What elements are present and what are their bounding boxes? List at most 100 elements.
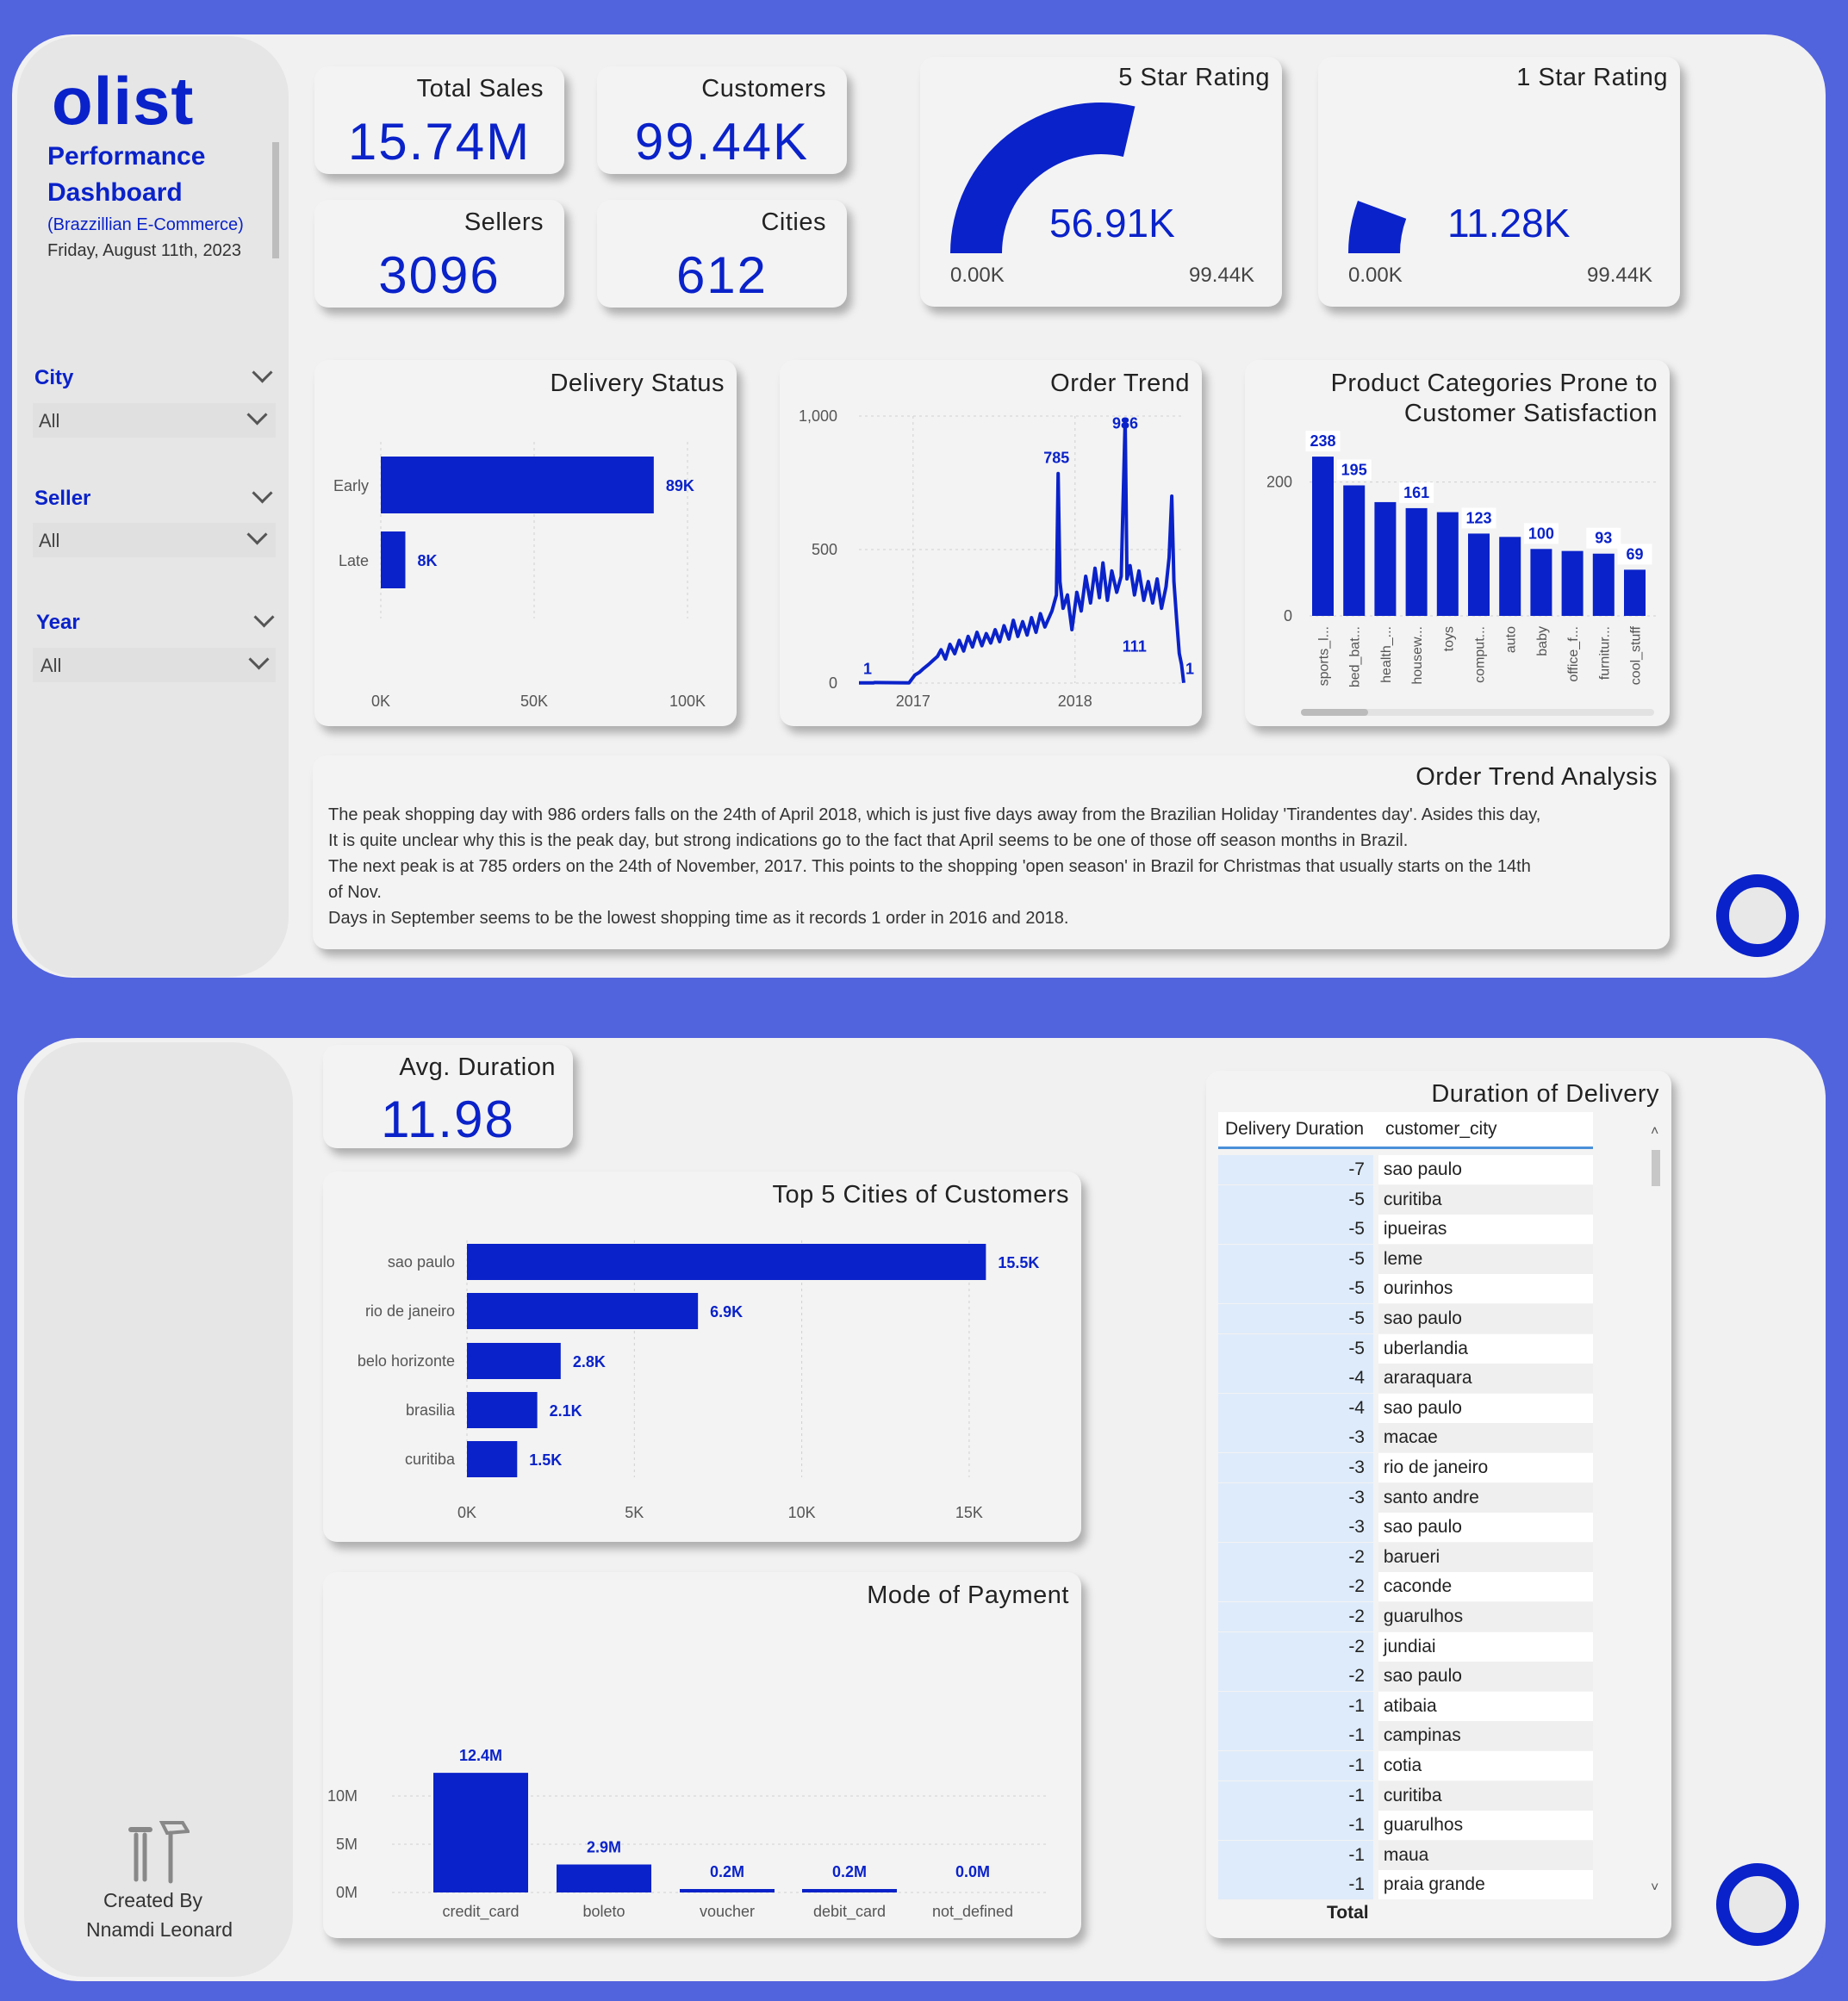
- table-row[interactable]: -1 campinas: [1218, 1721, 1593, 1751]
- filter-seller-dropdown[interactable]: [33, 523, 276, 557]
- filter-city-dropdown[interactable]: [33, 403, 276, 438]
- x-tick-label: 50K: [520, 693, 548, 710]
- data-label: 1: [863, 661, 872, 678]
- cell-customer-city: araraquara: [1378, 1364, 1593, 1394]
- kpi-total-sales-label: Total Sales: [416, 75, 544, 103]
- cell-text: praia grande: [1378, 1874, 1485, 1895]
- y-tick-label: 500: [812, 541, 837, 558]
- category-label: housew...: [1410, 626, 1425, 685]
- table-row[interactable]: -1 maua: [1218, 1840, 1593, 1870]
- bar: [467, 1343, 561, 1379]
- table-row[interactable]: -2 caconde: [1218, 1572, 1593, 1602]
- cell-text: curitiba: [1378, 1189, 1442, 1209]
- table-row[interactable]: -1 atibaia: [1218, 1691, 1593, 1721]
- table-row[interactable]: -3 santo andre: [1218, 1482, 1593, 1513]
- gauge-five-star-min: 0.00K: [950, 264, 1005, 287]
- table-row[interactable]: -3 rio de janeiro: [1218, 1453, 1593, 1482]
- table-title: Duration of Delivery: [1431, 1080, 1659, 1108]
- dashboard-title-line1: Performance: [47, 142, 206, 171]
- gauge-one-star-title: 1 Star Rating: [1516, 64, 1668, 91]
- table-header-duration[interactable]: Delivery Duration: [1225, 1119, 1365, 1139]
- data-label: 2.1K: [550, 1402, 582, 1420]
- filter-year-dropdown[interactable]: [33, 648, 276, 682]
- table-row[interactable]: -7 sao paulo: [1218, 1155, 1593, 1184]
- table-row[interactable]: -2 sao paulo: [1218, 1662, 1593, 1692]
- chart-card-delivery-status: Delivery Status 0K 50K 100K Early 89K Late 8K: [314, 360, 737, 726]
- table-row[interactable]: -1 curitiba: [1218, 1780, 1593, 1811]
- cell-delivery-duration: -7: [1218, 1155, 1373, 1184]
- table-row[interactable]: -3 macae: [1218, 1423, 1593, 1453]
- data-label: 0.0M: [955, 1863, 990, 1880]
- horizontal-scrollbar[interactable]: [1301, 709, 1654, 716]
- table-row[interactable]: -5 sao paulo: [1218, 1304, 1593, 1333]
- cell-text: -1: [1348, 1844, 1365, 1865]
- table-row[interactable]: -3 sao paulo: [1218, 1513, 1593, 1543]
- category-label: debit_card: [813, 1903, 886, 1921]
- y-tick-label: 0M: [336, 1884, 358, 1901]
- x-tick-label: 100K: [669, 693, 706, 710]
- table-header-city[interactable]: customer_city: [1385, 1119, 1497, 1139]
- category-label: sao paulo: [388, 1253, 455, 1271]
- table-row[interactable]: -5 ipueiras: [1218, 1215, 1593, 1245]
- x-tick-label: 0K: [457, 1504, 476, 1521]
- cell-text: -1: [1348, 1785, 1365, 1805]
- kpi-customers: Customers 99.44K: [597, 66, 847, 174]
- table-scroll-up-icon[interactable]: ˄: [1651, 1124, 1659, 1139]
- cell-text: campinas: [1378, 1725, 1461, 1746]
- cell-text: sao paulo: [1378, 1159, 1462, 1179]
- cell-delivery-duration: -4: [1218, 1364, 1373, 1394]
- table-row[interactable]: -1 praia grande: [1218, 1870, 1593, 1900]
- bar: [802, 1889, 897, 1892]
- gauge-one-star-max: 99.44K: [1587, 264, 1653, 287]
- cell-text: -5: [1348, 1278, 1365, 1299]
- category-label: belo horizonte: [358, 1352, 455, 1370]
- filter-year-value[interactable]: All: [40, 655, 62, 676]
- cell-text: rio de janeiro: [1378, 1457, 1489, 1477]
- data-label-bg: [1461, 507, 1496, 529]
- cell-text: -4: [1348, 1397, 1365, 1418]
- table-row[interactable]: -5 leme: [1218, 1244, 1593, 1274]
- category-label: curitiba: [405, 1451, 456, 1468]
- cell-text: ourinhos: [1378, 1278, 1453, 1299]
- table-row[interactable]: -1 cotia: [1218, 1751, 1593, 1780]
- cell-delivery-duration: -5: [1218, 1333, 1373, 1364]
- table-row[interactable]: -1 guarulhos: [1218, 1811, 1593, 1841]
- bar: [467, 1293, 699, 1329]
- cell-customer-city: sao paulo: [1378, 1513, 1593, 1543]
- table-row[interactable]: -4 araraquara: [1218, 1364, 1593, 1394]
- page-nav-button[interactable]: [1716, 1863, 1799, 1946]
- table-row[interactable]: -4 sao paulo: [1218, 1393, 1593, 1423]
- filter-seller-value[interactable]: All: [39, 530, 60, 551]
- data-label: 123: [1465, 509, 1491, 526]
- gauge-five-star-value: 56.91K: [1049, 201, 1175, 245]
- filter-city-label: City: [34, 366, 74, 389]
- cell-text: sao paulo: [1378, 1517, 1462, 1538]
- scrollbar-thumb[interactable]: [1301, 709, 1368, 716]
- table-row[interactable]: -2 jundiai: [1218, 1631, 1593, 1662]
- table-row[interactable]: -2 barueri: [1218, 1542, 1593, 1572]
- table-row[interactable]: -5 curitiba: [1218, 1184, 1593, 1215]
- table-row[interactable]: -2 guarulhos: [1218, 1602, 1593, 1631]
- cell-delivery-duration: -5: [1218, 1274, 1373, 1304]
- cell-customer-city: sao paulo: [1378, 1662, 1593, 1692]
- table-row[interactable]: -5 uberlandia: [1218, 1333, 1593, 1364]
- gauge-five-star-max: 99.44K: [1189, 264, 1255, 287]
- cell-text: uberlandia: [1378, 1338, 1468, 1358]
- data-label: 0.2M: [710, 1863, 744, 1880]
- bar: [467, 1244, 986, 1280]
- chart-card-top-cities: Top 5 Cities of Customers 0K 5K 10K 15K sao …: [323, 1171, 1081, 1542]
- category-label: office_f...: [1566, 626, 1581, 682]
- chart-product-categories-title-text: Product Categories Prone to Customer Sat…: [1330, 370, 1658, 427]
- cell-text: -4: [1348, 1368, 1365, 1389]
- filter-seller-label: Seller: [34, 487, 91, 510]
- table-scroll-down-icon[interactable]: ˅: [1651, 1880, 1659, 1895]
- table-row[interactable]: -5 ourinhos: [1218, 1274, 1593, 1304]
- bar: [1468, 533, 1490, 616]
- filter-city-value[interactable]: All: [39, 410, 60, 432]
- page-nav-button[interactable]: [1716, 874, 1799, 957]
- data-label: 100: [1528, 525, 1554, 542]
- order-trend-line: [859, 418, 1185, 685]
- sidebar-scrollbar[interactable]: [272, 142, 279, 258]
- table-scrollbar-thumb[interactable]: [1652, 1150, 1660, 1186]
- cell-text: macae: [1378, 1427, 1438, 1448]
